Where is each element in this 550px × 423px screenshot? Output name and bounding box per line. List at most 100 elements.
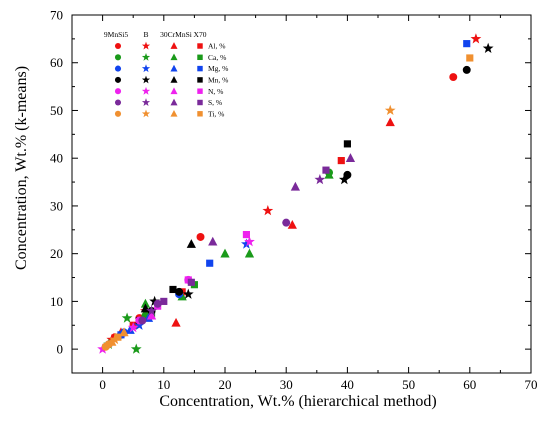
legend-entry-label: Mg, % [208,64,228,73]
data-points [97,33,494,354]
legend-marker [197,111,203,117]
point-mg-b [241,238,252,249]
point-mn-9mnsi5 [343,170,352,179]
point-al-30crmnsi [385,117,395,127]
point-s-30crmnsi [290,181,300,191]
legend-marker [114,88,122,95]
legend-entry-label: N, % [208,87,223,96]
legend-marker [114,65,122,72]
point-s-9mnsi5 [138,316,147,325]
legend-marker [141,98,151,106]
point-al-x70 [337,157,345,165]
point-ca-30crmnsi [244,248,255,258]
legend-marker [114,42,122,50]
legend-marker [141,52,151,61]
legend-entry-label: Mn, % [208,76,228,85]
legend-marker [197,77,203,83]
point-mg-b [133,319,145,330]
point-s-30crmnsi [208,236,218,246]
point-mn-x70 [343,140,351,148]
y-tick-label: 10 [50,294,63,309]
legend-marker [170,76,178,83]
point-mn-b [149,295,161,306]
point-al-b [262,205,274,216]
point-ti-b [384,104,396,116]
point-n-x70 [242,231,250,239]
legend-marker [141,86,151,95]
legend-entry-label: Ti, % [208,109,224,118]
point-al-9mnsi5 [449,73,458,82]
point-al-b [470,33,482,44]
point-ti-30crmnsi [119,327,129,337]
y-axis-label: Concentration, Wt.% (k-means) [13,66,30,270]
legend-marker [114,99,122,106]
point-mn-30crmnsi [186,239,196,248]
point-s-9mnsi5 [153,299,162,308]
plot-border [71,14,532,374]
point-ti-30crmnsi [107,336,117,346]
point-al-9mnsi5 [196,232,205,241]
point-ti-9mnsi5 [101,342,110,351]
legend-marker [114,76,122,83]
point-mn-9mnsi5 [462,65,471,74]
x-tick-label: 60 [463,377,476,392]
y-tick-label: 70 [50,8,63,23]
x-tick-label: 70 [525,377,538,392]
x-tick-label: 30 [280,377,293,392]
point-al-30crmnsi [287,219,297,229]
y-tick-label: 0 [57,342,64,357]
point-s-x70 [187,278,195,286]
y-tick-label: 40 [50,151,63,166]
point-mn-b [182,288,194,299]
legend-marker [197,65,203,72]
legend-group-header: 30CrMnSi [160,30,192,39]
point-mn-b [482,42,494,53]
y-tick-label: 20 [50,246,63,261]
point-n-30crmnsi [146,310,157,320]
legend-marker [197,99,203,106]
legend-marker [197,43,203,49]
legend-marker [141,41,151,50]
legend-marker [170,109,178,117]
point-ca-b [130,343,142,354]
y-tick-label: 60 [50,55,63,70]
legend-marker [141,75,151,84]
x-tick-label: 10 [157,377,170,392]
y-tick-label: 30 [50,198,63,213]
point-ti-x70 [466,54,474,62]
legend-marker [114,54,122,61]
legend-group-header: 9MnSi5 [104,30,128,39]
point-ca-30crmnsi [324,169,334,179]
legend-marker [197,88,203,94]
legend-marker [170,87,178,95]
point-s-b [314,174,326,185]
legend-entry-label: Ca, % [208,53,226,62]
legend-group-header: X70 [194,30,207,39]
y-tick-label: 50 [50,103,63,118]
point-s-b [146,305,157,316]
point-ca-b [121,312,133,323]
legend-entry-label: Al, % [208,42,226,51]
x-tick-label: 0 [99,377,106,392]
point-mn-9mnsi5 [175,287,184,296]
legend-marker [114,110,122,117]
point-ca-30crmnsi [220,248,230,258]
legend-entry-label: S, % [208,98,222,107]
point-n-b [244,236,255,247]
point-ca-30crmnsi [140,298,151,308]
point-mg-x70 [206,259,214,267]
point-n-b [127,321,139,333]
legend-marker [141,109,151,118]
legend-marker [170,64,178,72]
point-mn-x70 [169,285,177,294]
point-s-30crmnsi [345,153,356,162]
x-tick-label: 50 [402,377,415,392]
x-tick-labels: 0 10 20 30 40 50 60 70 [99,377,537,392]
x-tick-label: 40 [341,377,354,392]
x-axis-label: Concentration, Wt.% (hierarchical method… [159,393,436,410]
legend-marker [170,42,178,49]
legend-marker [141,64,151,73]
legend-marker [170,98,178,106]
